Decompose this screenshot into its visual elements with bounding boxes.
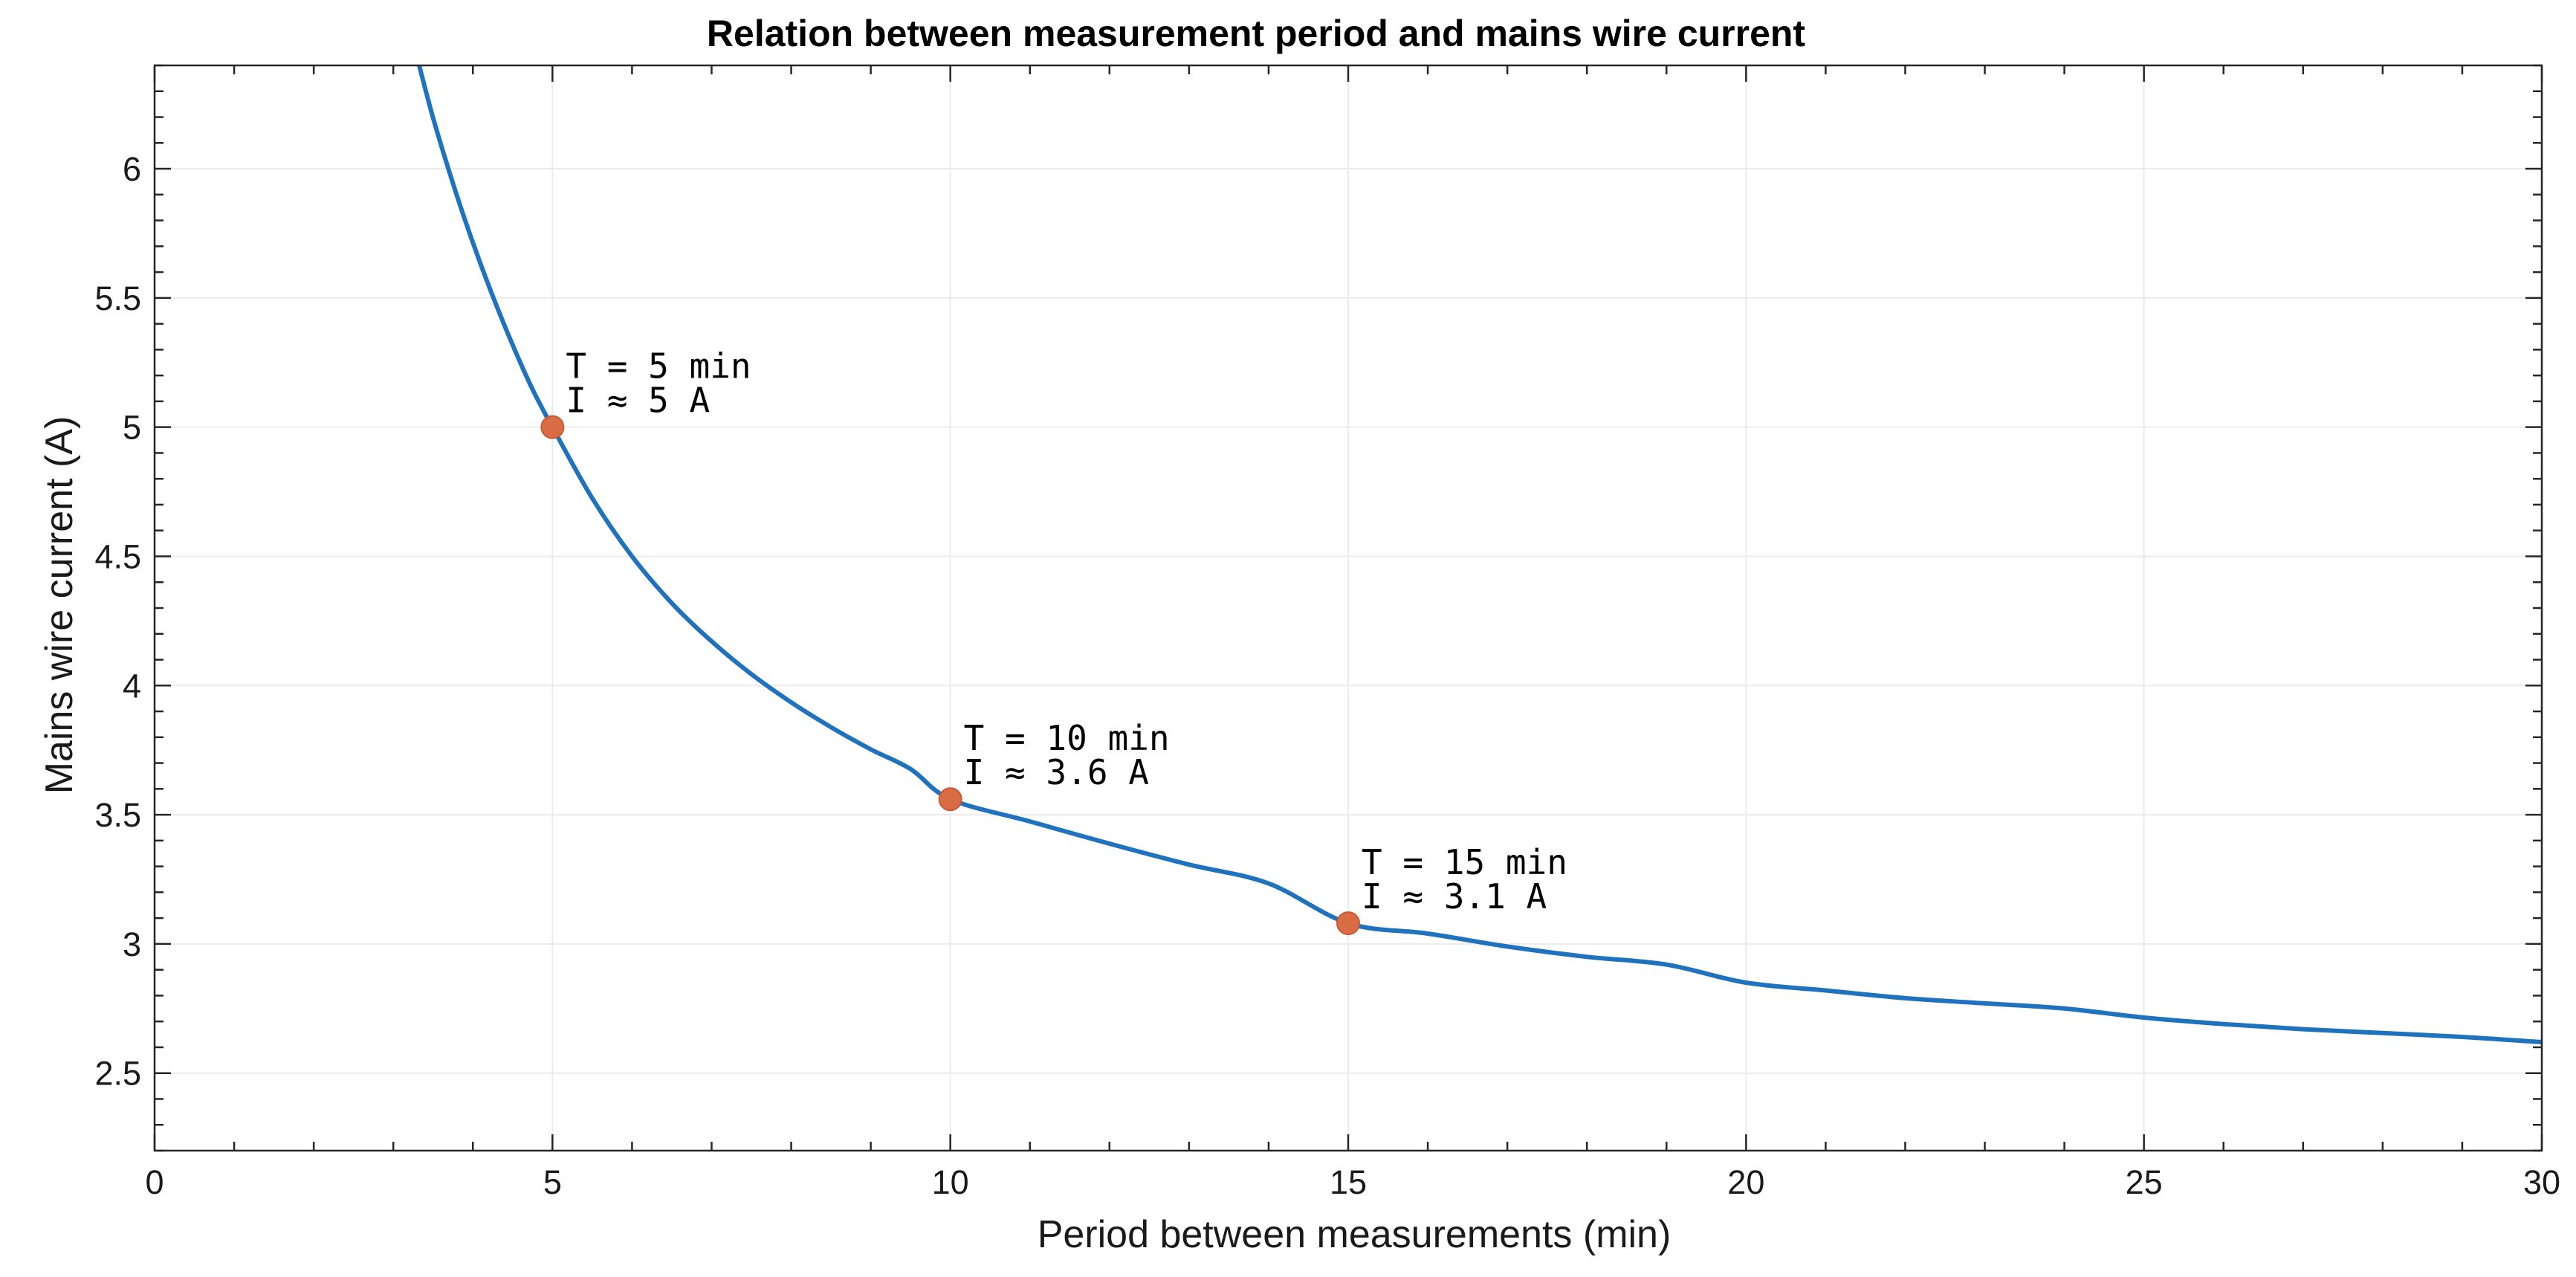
x-tick-label: 5 xyxy=(543,1163,562,1201)
y-tick-label: 5.5 xyxy=(94,279,141,317)
axis-ticks xyxy=(153,64,2543,1152)
data-point-marker xyxy=(1336,911,1360,936)
y-tick-label: 3 xyxy=(123,925,141,963)
data-series xyxy=(416,65,2542,1044)
grid xyxy=(154,65,2543,1151)
x-tick-label: 25 xyxy=(2126,1163,2163,1201)
series-line-current xyxy=(416,65,2542,1044)
data-point-marker xyxy=(540,415,565,439)
annotation-current: I ≈ 3.1 A xyxy=(1362,876,1547,916)
x-tick-labels: 0 5 10 15 20 25 30 xyxy=(145,1163,2560,1201)
data-markers xyxy=(540,415,1360,936)
x-tick-label: 30 xyxy=(2523,1163,2560,1201)
annotation-period: T = 10 min xyxy=(964,718,1170,758)
chart-title: Relation between measurement period and … xyxy=(707,13,1806,54)
x-tick-label: 15 xyxy=(1330,1163,1367,1201)
y-tick-label: 5 xyxy=(123,409,141,447)
y-tick-label: 4 xyxy=(123,667,141,705)
data-point-marker xyxy=(938,787,962,812)
annotation-current: I ≈ 5 A xyxy=(566,381,710,421)
y-tick-label: 3.5 xyxy=(94,796,141,834)
annotation-period: T = 15 min xyxy=(1362,842,1567,882)
annotation-period: T = 5 min xyxy=(566,346,751,387)
x-tick-label: 10 xyxy=(932,1163,969,1201)
y-tick-labels: 2.5 3 3.5 4 4.5 5 5.5 6 xyxy=(94,150,141,1093)
y-axis-label: Mains wire current (A) xyxy=(38,416,81,795)
y-tick-label: 4.5 xyxy=(94,537,141,575)
y-tick-label: 2.5 xyxy=(94,1055,141,1093)
x-tick-label: 20 xyxy=(1727,1163,1764,1201)
annotation-current: I ≈ 3.6 A xyxy=(964,752,1149,792)
x-tick-label: 0 xyxy=(145,1163,164,1201)
x-axis-label: Period between measurements (min) xyxy=(1038,1213,1672,1256)
y-tick-label: 6 xyxy=(123,150,141,188)
